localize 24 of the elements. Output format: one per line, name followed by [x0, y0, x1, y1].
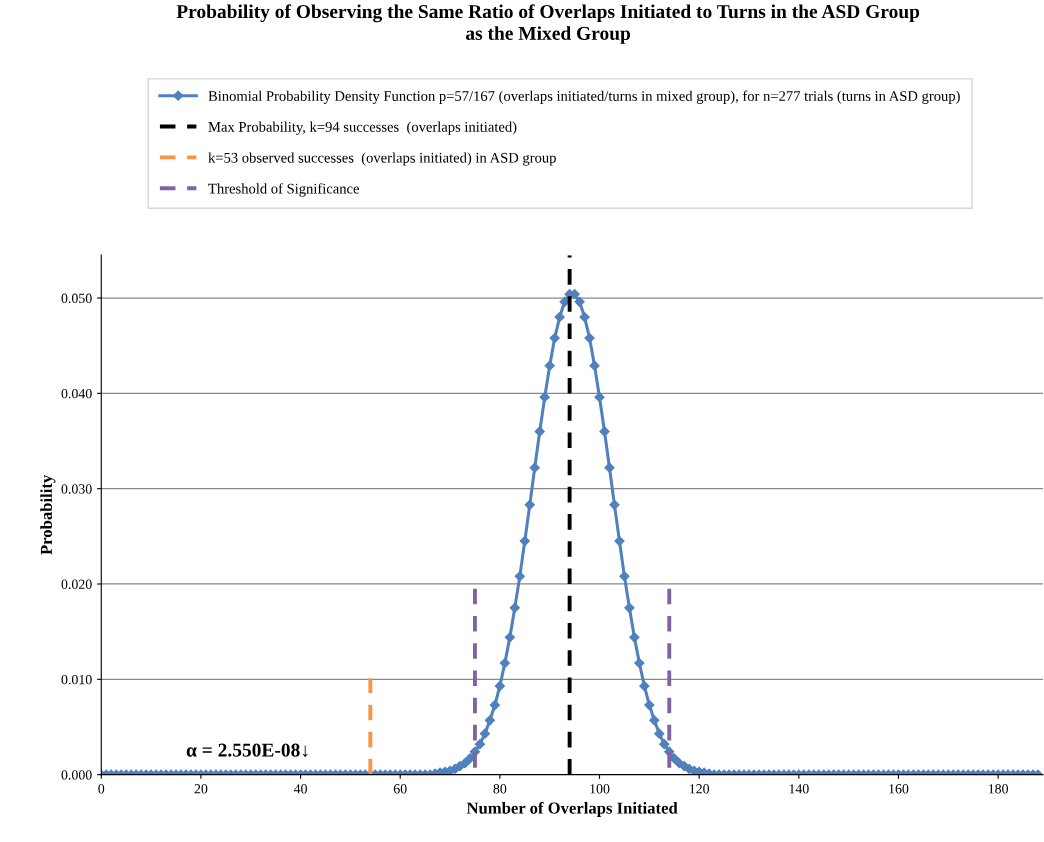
x-tick-label: 180: [988, 784, 1008, 794]
legend-label: k=53 observed successes (overlaps initiated) in ASD group: [208, 152, 556, 166]
y-tick-label: 0.040: [61, 388, 92, 399]
x-tick-label: 100: [590, 784, 610, 794]
chart-title: Probability of Observing the Same Ratio of Overlaps Initiated to Turns in the ASD Group as the Mixed Group: [176, 4, 920, 44]
y-tick-label: 0.030: [61, 484, 92, 494]
x-tick-label: 160: [889, 784, 909, 794]
x-tick-label: 140: [789, 784, 809, 794]
x-tick-label: 60: [393, 784, 407, 794]
x-axis-title: Number of Overlaps Initiated: [466, 801, 678, 818]
x-tick-label: 40: [293, 784, 307, 794]
legend-label: Threshold of Significance: [208, 183, 359, 197]
legend-label: Max Probability, k=94 successes (overlaps initiated): [208, 121, 517, 135]
annotation: α = 2.550E-08↓: [186, 743, 308, 758]
x-tick-label: 120: [689, 784, 710, 794]
y-tick-label: 0.020: [61, 579, 92, 590]
x-tick-label: 20: [194, 784, 208, 794]
y-tick-label: 0.000: [61, 770, 92, 780]
legend-label: Binomial Probability Density Function p=57/167 (overlaps initiated/turns in mixed group), for n=277 trials (turns in ASD group): [208, 90, 960, 104]
x-tick-label: 0: [98, 784, 105, 794]
x-tick-label: 80: [493, 784, 507, 794]
y-axis-title: Probability: [40, 474, 56, 555]
y-tick-label: 0.010: [61, 674, 92, 685]
y-tick-label: 0.050: [61, 293, 92, 304]
